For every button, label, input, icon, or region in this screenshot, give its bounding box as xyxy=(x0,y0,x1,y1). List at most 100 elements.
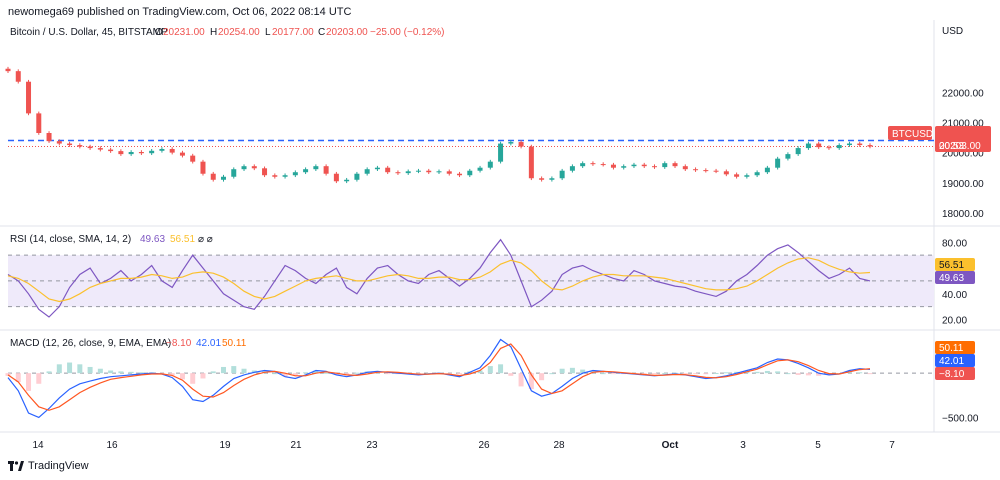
candle-body[interactable] xyxy=(67,143,73,146)
candle-body[interactable] xyxy=(313,166,319,170)
candle-body[interactable] xyxy=(457,173,463,176)
candle-body[interactable] xyxy=(200,161,206,174)
candle-body[interactable] xyxy=(590,163,596,165)
candle-body[interactable] xyxy=(292,172,298,176)
price-panel[interactable]: 22000.00 21000.00 20000.00 19000.00 18000.00 xyxy=(5,66,985,220)
candle-body[interactable] xyxy=(128,152,134,155)
candle-body[interactable] xyxy=(518,142,524,147)
candle-body[interactable] xyxy=(272,175,278,177)
candle-body[interactable] xyxy=(610,164,616,168)
candle-body[interactable] xyxy=(652,166,657,168)
candle-body[interactable] xyxy=(641,164,647,167)
candle-body[interactable] xyxy=(693,169,699,171)
candle-body[interactable] xyxy=(867,145,873,147)
candle-body[interactable] xyxy=(36,113,42,133)
candle-body[interactable] xyxy=(344,179,350,182)
candle-body[interactable] xyxy=(241,166,247,170)
candle-body[interactable] xyxy=(816,143,822,148)
candle-body[interactable] xyxy=(703,170,709,172)
candle-body[interactable] xyxy=(405,171,411,174)
candle-body[interactable] xyxy=(600,164,606,166)
candle-body[interactable] xyxy=(395,172,401,174)
candle-body[interactable] xyxy=(46,133,52,142)
time-axis[interactable]: 14 16 19 21 23 26 28 Oct 3 5 7 xyxy=(32,440,895,451)
candle-body[interactable] xyxy=(385,167,391,173)
candle-body[interactable] xyxy=(26,81,32,114)
candle-body[interactable] xyxy=(764,167,770,173)
candle-body[interactable] xyxy=(97,148,103,150)
candle-body[interactable] xyxy=(682,166,688,170)
macd-histogram-bar xyxy=(56,364,62,374)
candle-body[interactable] xyxy=(118,151,124,155)
candle-body[interactable] xyxy=(846,143,852,146)
macd-macd-line[interactable] xyxy=(7,338,871,419)
candle-body[interactable] xyxy=(805,143,811,149)
candle-body[interactable] xyxy=(179,152,185,156)
candle-body[interactable] xyxy=(262,168,268,176)
candle-body[interactable] xyxy=(580,163,586,167)
candle-body[interactable] xyxy=(251,166,257,169)
candle-body[interactable] xyxy=(149,150,155,154)
candle-body[interactable] xyxy=(734,174,740,177)
candle-body[interactable] xyxy=(87,146,93,149)
candle-body[interactable] xyxy=(323,166,329,174)
rsi-rsi-line[interactable] xyxy=(7,238,871,318)
candle-body[interactable] xyxy=(303,169,309,173)
candle-body[interactable] xyxy=(333,173,339,182)
candle-body[interactable] xyxy=(477,167,483,171)
candle-body[interactable] xyxy=(713,170,719,172)
macd-histogram-bar xyxy=(385,373,391,375)
last-price-badge-bg xyxy=(935,126,991,152)
candle-body[interactable] xyxy=(221,176,226,180)
macd-histogram-bar xyxy=(221,366,226,374)
tradingview-branding[interactable]: TradingView xyxy=(8,460,89,472)
candle-body[interactable] xyxy=(190,155,196,162)
candle-body[interactable] xyxy=(559,170,565,179)
candle-body[interactable] xyxy=(210,173,216,180)
candle-body[interactable] xyxy=(569,166,575,171)
candle-body[interactable] xyxy=(364,169,370,174)
candle-body[interactable] xyxy=(169,148,175,153)
candle-body[interactable] xyxy=(138,152,144,154)
candle-body[interactable] xyxy=(857,143,863,146)
candle-body[interactable] xyxy=(662,163,668,168)
candle-body[interactable] xyxy=(539,178,545,180)
candle-body[interactable] xyxy=(498,143,504,162)
candle-body[interactable] xyxy=(56,141,62,144)
candle-body[interactable] xyxy=(631,164,637,167)
rsi-sma-line[interactable] xyxy=(7,257,871,303)
candle-body[interactable] xyxy=(785,154,791,159)
candle-body[interactable] xyxy=(467,170,473,176)
macd-panel[interactable]: −500.00 xyxy=(5,338,979,425)
candle-body[interactable] xyxy=(775,158,781,168)
candle-body[interactable] xyxy=(231,169,237,177)
candle-body[interactable] xyxy=(374,167,380,170)
candle-body[interactable] xyxy=(754,172,760,176)
macd-signal-line[interactable] xyxy=(7,343,871,411)
candle-body[interactable] xyxy=(508,142,514,144)
candle-body[interactable] xyxy=(108,149,114,152)
candle-body[interactable] xyxy=(5,68,11,72)
candle-body[interactable] xyxy=(549,178,555,180)
candle-body[interactable] xyxy=(672,163,678,167)
candle-body[interactable] xyxy=(282,175,288,177)
rsi-tick-label: 40.00 xyxy=(942,290,967,301)
candle-body[interactable] xyxy=(836,145,842,149)
candle-body[interactable] xyxy=(415,170,421,172)
candle-body[interactable] xyxy=(723,171,729,175)
candle-body[interactable] xyxy=(426,170,432,173)
candle-body[interactable] xyxy=(744,175,750,177)
candle-body[interactable] xyxy=(487,161,493,168)
candle-body[interactable] xyxy=(795,148,801,155)
candle-body[interactable] xyxy=(354,173,360,180)
candle-body[interactable] xyxy=(528,146,534,179)
candle-body[interactable] xyxy=(446,171,452,174)
candle-body[interactable] xyxy=(77,145,83,147)
candle-body[interactable] xyxy=(159,148,165,151)
candle-body[interactable] xyxy=(15,71,21,82)
candle-body[interactable] xyxy=(826,147,832,149)
candle-body[interactable] xyxy=(436,171,442,173)
candle-body[interactable] xyxy=(621,166,627,168)
